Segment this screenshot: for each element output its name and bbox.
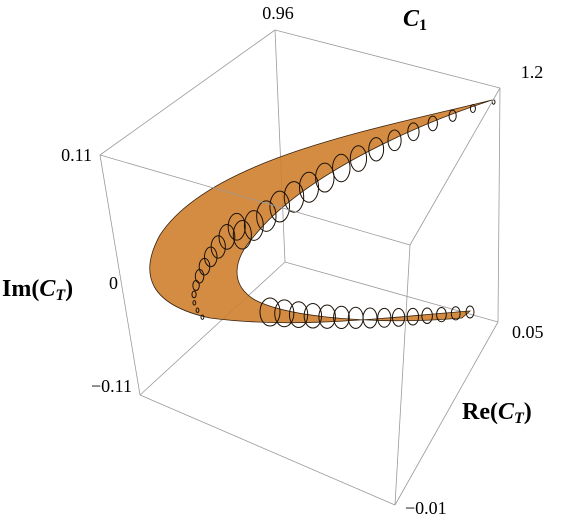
z-tick-label: 0 bbox=[109, 273, 118, 293]
surface-mesh bbox=[191, 290, 197, 299]
surface-mesh bbox=[362, 307, 378, 329]
x-tick-label: 1.2 bbox=[521, 62, 544, 82]
y-axis-label: Re(CT) bbox=[462, 399, 532, 427]
z-tick-label: −0.11 bbox=[91, 376, 132, 396]
surface-mesh bbox=[436, 306, 447, 323]
surface-mesh bbox=[195, 307, 200, 313]
surface-mesh bbox=[203, 246, 218, 268]
surface-mesh bbox=[256, 200, 277, 232]
x-tick-label: 0.96 bbox=[262, 3, 294, 23]
box-front bbox=[99, 29, 501, 506]
surface-mesh bbox=[349, 145, 368, 172]
surface-mesh bbox=[333, 305, 350, 330]
surface-mesh bbox=[198, 257, 211, 276]
surface-mesh bbox=[283, 181, 305, 213]
surface-mesh bbox=[315, 162, 335, 193]
surface-mesh bbox=[227, 212, 246, 241]
surface-mesh bbox=[243, 210, 264, 241]
surface-mesh bbox=[232, 220, 252, 250]
surface-mesh bbox=[288, 301, 309, 328]
y-tick-label: 0.05 bbox=[512, 322, 544, 342]
surface-mesh bbox=[200, 314, 205, 320]
surface-mesh bbox=[192, 279, 200, 292]
surface-mesh bbox=[347, 306, 364, 329]
surface-mesh bbox=[421, 307, 433, 324]
surface-mesh bbox=[427, 115, 438, 132]
surface-mesh bbox=[465, 305, 475, 319]
surface-mesh bbox=[448, 109, 457, 122]
surface bbox=[149, 99, 496, 330]
surface-mesh bbox=[450, 306, 461, 321]
surface-mesh bbox=[269, 190, 291, 223]
z-axis-label: Im(CT) bbox=[2, 276, 73, 304]
z-tick-label: 0.11 bbox=[61, 145, 92, 165]
surface-mesh bbox=[192, 300, 197, 306]
surface-mesh bbox=[194, 268, 205, 284]
surface-mesh bbox=[298, 171, 320, 203]
surface-mesh bbox=[318, 304, 336, 329]
surface-mesh bbox=[368, 137, 385, 162]
surface-mesh bbox=[469, 104, 476, 114]
surface-mesh bbox=[218, 223, 236, 250]
surface-mesh bbox=[407, 122, 420, 142]
surface-mesh bbox=[303, 302, 323, 329]
y-tick-label: −0.01 bbox=[405, 498, 447, 518]
surface-mesh bbox=[377, 307, 392, 328]
surface-mesh bbox=[387, 129, 402, 152]
surface-mesh bbox=[391, 308, 406, 327]
surface-mesh bbox=[274, 299, 295, 328]
x-axis-label: C1 bbox=[403, 6, 427, 34]
surface-mesh bbox=[406, 307, 420, 326]
surface-mesh bbox=[332, 153, 351, 183]
surface-mesh bbox=[259, 297, 281, 327]
